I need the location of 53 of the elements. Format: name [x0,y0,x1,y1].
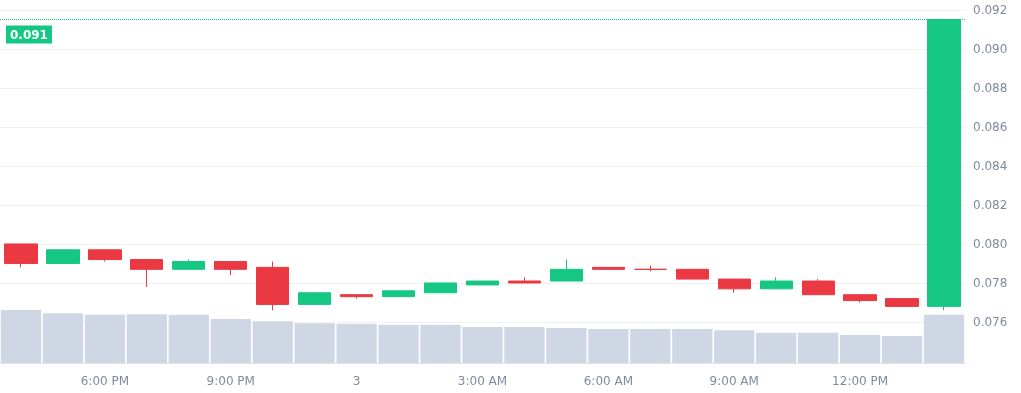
candlestick [676,268,709,280]
y-tick-label: 0.092 [973,2,1008,17]
y-tick-label: 0.080 [973,236,1008,251]
bar [756,332,797,363]
x-tick-label: 9:00 AM [709,374,759,388]
bar [798,332,839,363]
candlestick [172,259,205,270]
bar [714,330,755,363]
candlestick [718,278,751,294]
bar [672,329,713,363]
candlestick [802,278,835,296]
x-tick-label: 6:00 PM [80,374,130,388]
bar [839,334,881,363]
x-tick-label: 9:00 PM [206,374,255,388]
candlestick [592,266,625,270]
y-tick-label: 0.088 [973,80,1008,95]
y-tick-label: 0.082 [973,197,1008,212]
candlestick [885,298,919,307]
x-tick-label: 3:00 AM [457,374,508,388]
candlestick [130,259,163,288]
y-tick-label: 0.086 [973,119,1008,134]
bar [42,313,84,363]
candlestick [382,290,415,298]
candlestick [424,282,457,294]
y-tick-label: 0.078 [973,275,1008,290]
ref-line-label: 0.091 [10,27,48,42]
candlestick [46,249,80,264]
bar [210,319,251,363]
candlestick [88,249,122,263]
bar [84,314,126,363]
x-tick-label: 6:00 AM [583,374,634,388]
y-tick-label: 0.084 [973,158,1008,173]
candlestick [843,294,877,303]
candlestick [508,276,541,284]
candlestick [256,261,289,311]
x-tick-label: 3 [352,374,361,388]
candlestick [550,259,583,282]
candlestick [4,243,38,268]
bar [923,314,965,363]
candlestick [298,292,331,305]
bar [881,335,923,363]
bar [168,314,209,363]
bar [126,314,167,363]
bar [252,321,293,363]
y-tick-label: 0.090 [973,41,1008,56]
candlestick [214,261,247,276]
candlestick [340,294,373,300]
bar [0,310,42,363]
candlestick [634,264,667,272]
x-tick-label: 12:00 PM [832,374,889,388]
candlestick [466,280,499,286]
candlestick [760,276,793,290]
y-tick-label: 0.076 [973,315,1008,330]
